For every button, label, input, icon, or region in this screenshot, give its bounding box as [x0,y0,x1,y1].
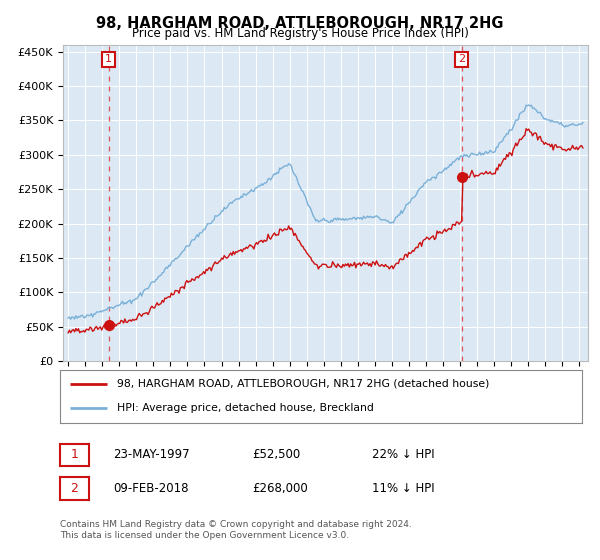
Text: Contains HM Land Registry data © Crown copyright and database right 2024.
This d: Contains HM Land Registry data © Crown c… [60,520,412,540]
Text: £268,000: £268,000 [252,482,308,495]
Text: 2: 2 [70,482,79,495]
Text: 11% ↓ HPI: 11% ↓ HPI [372,482,434,495]
Text: HPI: Average price, detached house, Breckland: HPI: Average price, detached house, Brec… [118,403,374,413]
Text: 2: 2 [458,54,465,64]
Text: 09-FEB-2018: 09-FEB-2018 [113,482,188,495]
Text: 1: 1 [70,448,79,461]
Text: 1: 1 [105,54,112,64]
Text: Price paid vs. HM Land Registry's House Price Index (HPI): Price paid vs. HM Land Registry's House … [131,27,469,40]
Text: 98, HARGHAM ROAD, ATTLEBOROUGH, NR17 2HG (detached house): 98, HARGHAM ROAD, ATTLEBOROUGH, NR17 2HG… [118,379,490,389]
Text: 22% ↓ HPI: 22% ↓ HPI [372,448,434,461]
Text: 98, HARGHAM ROAD, ATTLEBOROUGH, NR17 2HG: 98, HARGHAM ROAD, ATTLEBOROUGH, NR17 2HG [96,16,504,31]
Text: 23-MAY-1997: 23-MAY-1997 [113,448,190,461]
Text: £52,500: £52,500 [252,448,300,461]
